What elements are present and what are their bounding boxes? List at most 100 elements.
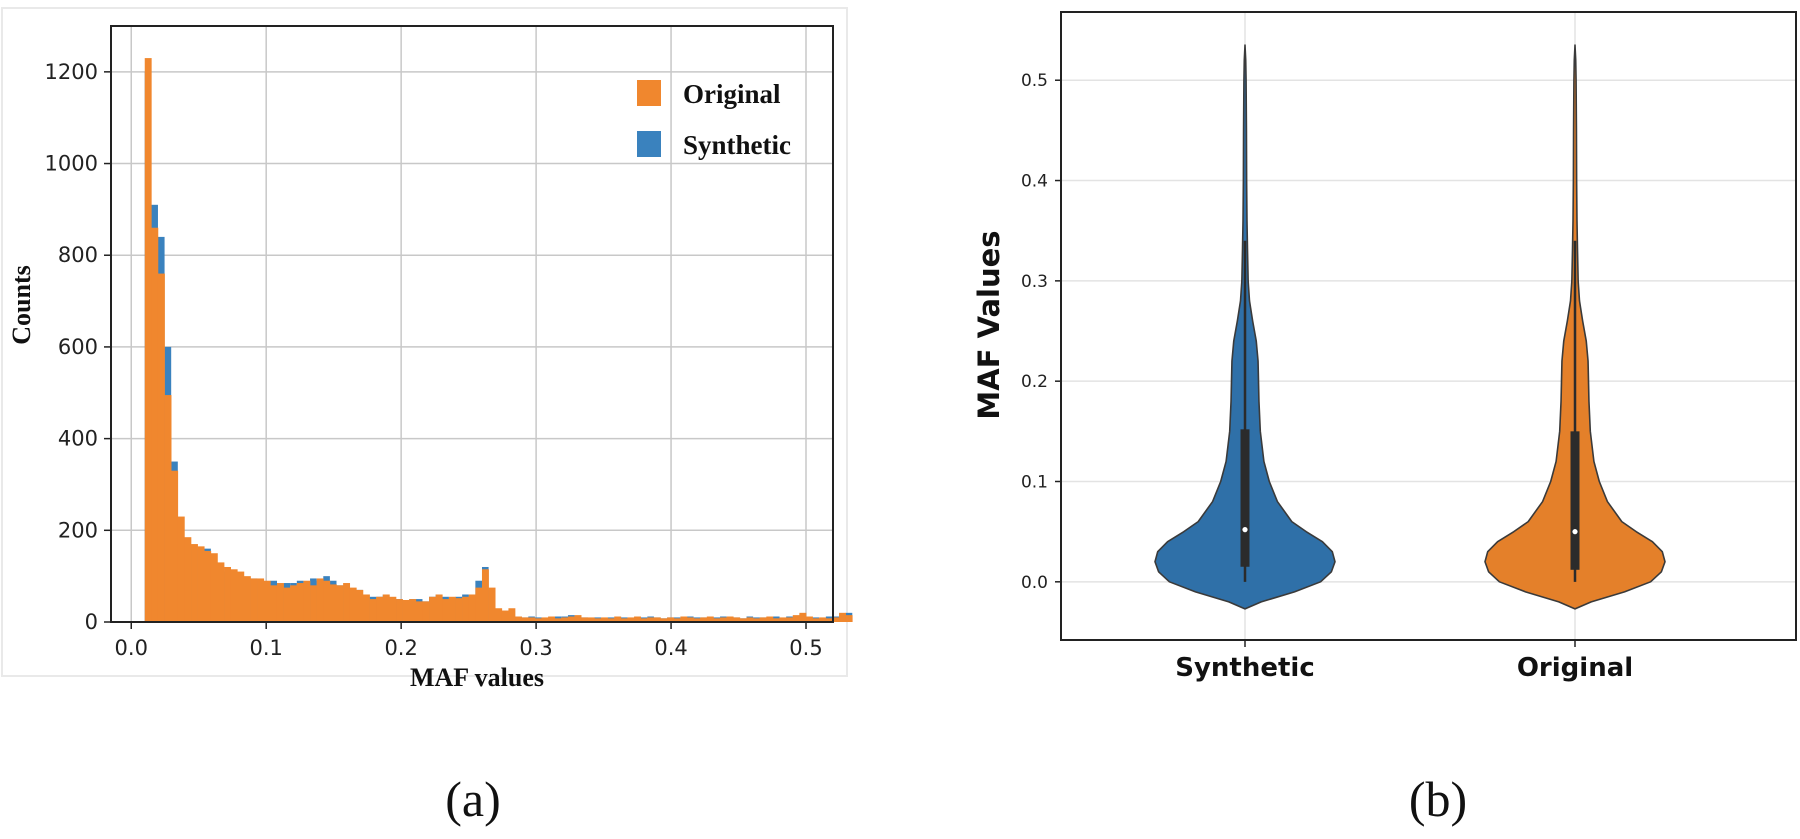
violin-x-tick-label: Synthetic — [1175, 653, 1315, 683]
histogram-y-ticks: 0 200 400 600 800 1000 1200 — [45, 60, 111, 634]
histogram-bar-original — [567, 616, 575, 622]
histogram-bar-original — [726, 616, 734, 622]
violin-y-axis-label: MAF Values — [972, 230, 1006, 419]
histogram-x-tick-label: 0.0 — [115, 636, 148, 660]
histogram-bar-original — [323, 580, 331, 622]
histogram-bar-original — [673, 618, 681, 622]
histogram-grid — [111, 26, 833, 623]
histogram-bar-original — [250, 578, 258, 622]
histogram-bar-original — [746, 617, 754, 622]
histogram-y-tick-label: 600 — [58, 335, 98, 359]
histogram-bar-original — [415, 601, 423, 622]
histogram-x-tick-label: 0.5 — [789, 636, 822, 660]
histogram-bar-original — [389, 596, 397, 622]
histogram-bar-original — [243, 576, 251, 622]
violin-y-ticks: 0.0 0.1 0.2 0.3 0.4 0.5 — [1021, 71, 1061, 593]
histogram-x-tick-label: 0.2 — [384, 636, 417, 660]
histogram-bar-original — [356, 589, 364, 622]
histogram-bar-original — [706, 616, 714, 622]
histogram-bar-original — [210, 553, 218, 622]
histogram-bar-original — [620, 618, 628, 622]
histogram-bar-original — [177, 516, 185, 622]
histogram-bar-original — [680, 616, 688, 622]
histogram-bar-original — [819, 617, 827, 622]
histogram-bar-original — [296, 583, 304, 622]
histogram-bar-original — [422, 601, 430, 622]
histogram-bar-original — [336, 585, 344, 622]
histogram-bar-original — [157, 273, 165, 622]
histogram-bar-original — [224, 566, 232, 622]
histogram-bar-original — [700, 617, 708, 622]
violin-y-tick-label: 0.3 — [1021, 272, 1048, 292]
histogram-bar-original — [191, 544, 198, 622]
histogram-bar-original — [329, 584, 337, 622]
histogram-bar-original — [515, 616, 522, 622]
histogram-bar-original — [462, 596, 470, 622]
violin-y-tick-label: 0.1 — [1021, 472, 1048, 492]
histogram-bar-original — [806, 616, 813, 622]
histogram-bar-original — [349, 587, 357, 622]
histogram-bar-original — [382, 594, 390, 622]
histogram-bar-original — [534, 618, 542, 622]
histogram-bar-original — [614, 616, 622, 622]
histogram-bar-original — [766, 616, 774, 622]
violin-x-tick-label: Original — [1517, 653, 1633, 683]
histogram-bar-original — [276, 583, 284, 622]
histogram-bar-original — [528, 617, 536, 622]
histogram-bar-original — [594, 618, 602, 622]
histogram-bar-original — [541, 617, 549, 622]
histogram-bar-original — [429, 596, 436, 622]
histogram-bar-original — [720, 617, 727, 622]
histogram-bar-original — [376, 596, 384, 622]
histogram-bar-original — [501, 610, 509, 622]
histogram-x-tick-label: 0.4 — [654, 636, 687, 660]
histogram-bar-original — [812, 618, 820, 622]
violin-y-tick-label: 0.4 — [1021, 172, 1048, 192]
histogram-bar-original — [217, 562, 225, 622]
histogram-bar-original — [779, 617, 787, 622]
histogram-bar-original — [435, 594, 443, 622]
violin-iqr-box-synthetic — [1240, 429, 1250, 567]
histogram-bar-original — [310, 585, 317, 622]
histogram-bar-original — [230, 569, 238, 622]
histogram-bar-original — [640, 618, 648, 622]
histogram-bar-original — [647, 617, 655, 622]
histogram-bar-original — [488, 587, 496, 622]
histogram-bar-original — [197, 546, 205, 622]
histogram-panel: 0.0 0.1 0.2 0.3 0.4 0.5 0 200 400 600 800 1000 1200… — [1, 7, 853, 827]
histogram-bar-original — [144, 58, 152, 623]
histogram-bar-original — [257, 578, 265, 622]
histogram-bar-original — [825, 618, 833, 622]
histogram-bar-original — [554, 618, 562, 622]
histogram-bar-original — [839, 612, 846, 622]
histogram-bar-original — [481, 569, 489, 622]
histogram-bar-original — [171, 470, 179, 622]
histogram-bar-original — [587, 617, 595, 622]
histogram-bar-original — [792, 615, 800, 622]
histogram-bar-original — [468, 594, 476, 622]
histogram-bar-original — [455, 598, 463, 622]
histogram-bar-original — [508, 608, 516, 622]
histogram-y-tick-label: 0 — [85, 610, 98, 634]
histogram-bar-original — [653, 617, 661, 622]
histogram-y-tick-label: 200 — [58, 518, 98, 542]
histogram-bar-original — [548, 616, 556, 622]
legend-label-original: Original — [683, 79, 781, 109]
histogram-bar-original — [574, 615, 582, 622]
histogram-bar-original — [303, 580, 311, 622]
histogram-x-ticks: 0.0 0.1 0.2 0.3 0.4 0.5 — [115, 622, 823, 660]
histogram-bar-original — [561, 617, 569, 622]
histogram-bar-original — [409, 599, 417, 622]
histogram-bar-original — [290, 585, 298, 622]
histogram-bar-original — [581, 617, 589, 622]
histogram-legend: Original Synthetic — [637, 79, 791, 160]
histogram-frame-shadow — [1, 7, 848, 677]
histogram-bar-original — [786, 617, 794, 622]
histogram-x-axis-label: MAF values — [410, 663, 544, 692]
histogram-bar-original — [772, 618, 780, 622]
histogram-y-tick-label: 1000 — [45, 152, 98, 176]
histogram-bar-original — [495, 608, 503, 622]
histogram-bar-original — [263, 580, 271, 622]
histogram-x-tick-label: 0.3 — [519, 636, 552, 660]
histogram-bar-original — [316, 578, 324, 622]
